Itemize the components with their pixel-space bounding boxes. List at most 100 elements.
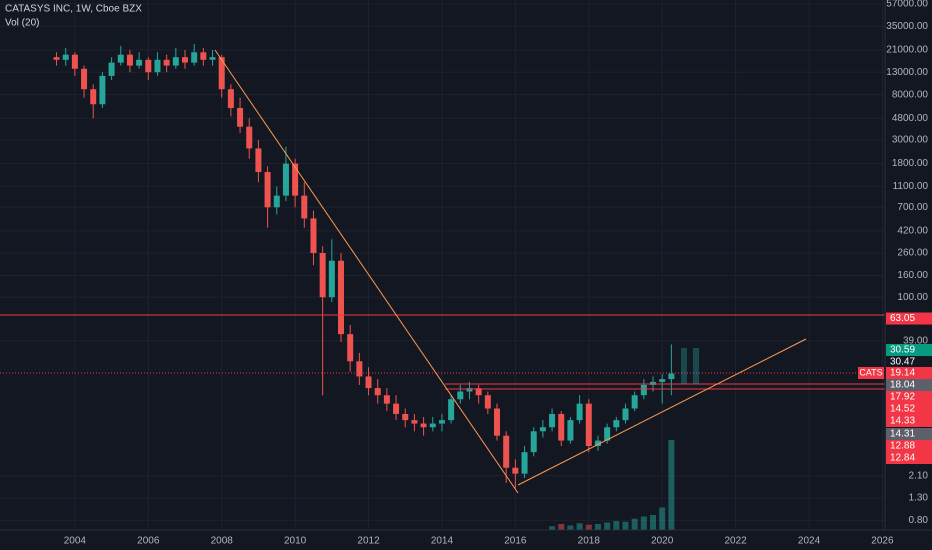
candle-body	[53, 57, 60, 60]
candle-body	[328, 260, 335, 298]
candle-body	[549, 413, 556, 428]
candle-body	[273, 195, 280, 208]
price-label-box	[886, 403, 932, 415]
candle-body	[402, 413, 409, 421]
candle-body	[282, 163, 289, 196]
candle-body	[71, 54, 78, 69]
price-label: 12.84	[890, 453, 915, 464]
candle-body	[503, 435, 510, 468]
candle-body	[310, 218, 317, 254]
x-tick-label: 2022	[724, 536, 747, 547]
y-tick-label: 420.00	[897, 226, 928, 237]
y-tick-label: 0.80	[909, 515, 929, 526]
candle-body	[539, 427, 546, 432]
y-tick-label: 35000.00	[886, 21, 928, 32]
volume-bar	[585, 524, 592, 530]
candle-body	[218, 57, 225, 90]
y-tick-label: 1800.00	[892, 158, 929, 169]
candle-body	[255, 148, 262, 173]
candle-body	[494, 408, 501, 436]
symbol-tag: CATS	[859, 367, 882, 377]
candle-body	[622, 408, 629, 421]
price-label-box	[886, 452, 932, 464]
volume-bar	[576, 523, 583, 530]
x-tick-label: 2014	[431, 536, 454, 547]
candle-body	[594, 440, 601, 447]
y-tick-label: 4800.00	[892, 113, 929, 124]
price-label-box	[886, 344, 932, 356]
candle-body	[356, 361, 363, 377]
price-label-box	[886, 379, 932, 391]
candle-body	[659, 379, 666, 382]
candle-body	[576, 403, 583, 421]
volume-bar	[604, 522, 611, 530]
candle-body	[475, 388, 482, 396]
y-tick-label: 2.10	[909, 470, 929, 481]
candle-body	[227, 89, 234, 108]
y-tick-label: 3000.00	[892, 135, 929, 146]
x-tick-label: 2010	[284, 536, 307, 547]
y-tick-label: 1100.00	[893, 181, 929, 192]
price-label: 18.04	[890, 380, 915, 391]
price-label-box	[886, 415, 932, 427]
price-label-box	[886, 356, 932, 368]
projection	[693, 348, 699, 384]
price-label: 14.33	[890, 416, 915, 427]
price-label-box	[886, 367, 932, 379]
candle-body	[117, 54, 124, 63]
candle-body	[81, 68, 88, 90]
volume-bar	[549, 526, 556, 530]
volume-bar	[659, 507, 666, 530]
candle-body	[613, 420, 620, 428]
candle-body	[411, 420, 418, 424]
candle-body	[126, 54, 133, 66]
candle-body	[347, 334, 354, 362]
candle-body	[246, 126, 253, 149]
x-tick-label: 2016	[504, 536, 527, 547]
candle-body	[383, 395, 390, 404]
y-tick-label: 21000.00	[886, 45, 928, 56]
indicator-label: Vol (20)	[5, 18, 39, 29]
y-tick-label: 160.00	[897, 270, 928, 281]
candle-body	[182, 57, 189, 63]
candle-body	[301, 195, 308, 219]
price-label: 30.47	[890, 357, 915, 368]
price-label: 17.92	[890, 392, 915, 403]
price-label: 12.88	[890, 441, 915, 452]
y-tick-label: 57000.00	[886, 0, 928, 10]
candle-body	[512, 467, 519, 474]
candle-body	[631, 395, 638, 409]
candle-body	[466, 388, 473, 392]
candle-body	[668, 373, 675, 380]
candle-body	[209, 57, 216, 60]
price-label: 14.31	[890, 429, 915, 440]
x-tick-label: 2006	[137, 536, 160, 547]
candle-body	[136, 59, 143, 66]
price-label-box	[886, 312, 932, 325]
x-tick-label: 2018	[578, 536, 601, 547]
volume-bar	[567, 525, 574, 530]
price-label: 63.05	[890, 313, 915, 324]
candle-body	[237, 107, 244, 127]
candles	[53, 43, 675, 489]
candle-body	[319, 253, 326, 298]
candle-body	[438, 420, 445, 424]
trend-line	[214, 49, 519, 494]
candle-body	[172, 57, 179, 66]
price-label: 30.59	[890, 345, 915, 356]
x-tick-label: 2004	[64, 536, 87, 547]
candle-body	[191, 52, 198, 63]
candle-body	[429, 423, 436, 428]
grid	[0, 0, 885, 530]
candle-body	[292, 163, 299, 196]
candle-body	[90, 89, 97, 105]
candle-body	[374, 388, 381, 396]
candle-body	[567, 420, 574, 441]
candle-body	[585, 403, 592, 447]
candle-body	[163, 59, 170, 66]
y-tick-label: 39.00	[903, 335, 928, 346]
candle-body	[365, 376, 372, 389]
candle-body	[558, 413, 565, 441]
volume-bar	[631, 518, 638, 530]
